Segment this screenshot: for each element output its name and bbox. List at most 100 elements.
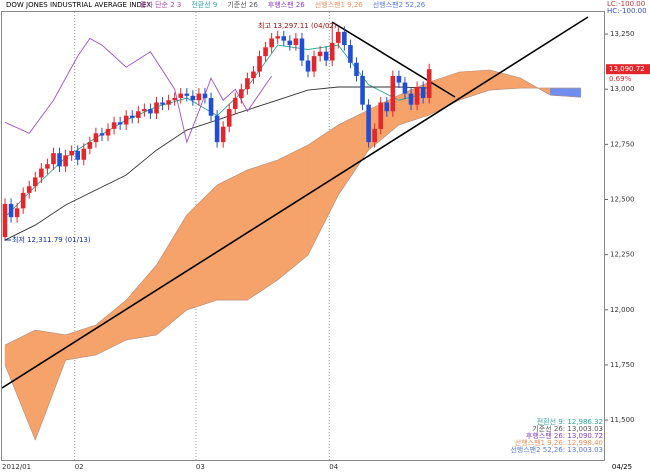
legend-entry: 종가 단순 2 3 bbox=[140, 0, 181, 9]
hc-label: HC:-100.00 bbox=[607, 7, 647, 15]
candle-body bbox=[263, 47, 268, 57]
legend-entry: 후행스팬 26 bbox=[268, 0, 305, 9]
candle-body bbox=[354, 62, 359, 76]
candle-body bbox=[257, 56, 262, 72]
lc-label: LC:-100.00 bbox=[607, 0, 645, 8]
candle-body bbox=[81, 148, 87, 160]
candle-body bbox=[99, 133, 105, 136]
candle-body bbox=[129, 115, 135, 118]
candle-body bbox=[190, 95, 196, 101]
candle-body bbox=[69, 150, 74, 156]
legend-entry: 전환선 9 bbox=[191, 0, 217, 9]
candle-body bbox=[226, 109, 232, 127]
last-price-box bbox=[606, 64, 650, 75]
y-tick-label: 13,000 bbox=[610, 85, 635, 93]
candle-body bbox=[172, 98, 177, 101]
value-legend: 기준선 26: 13,003.03 bbox=[532, 424, 603, 433]
current-date: 04/25 bbox=[612, 463, 632, 471]
cloud-edge bbox=[4, 69, 581, 346]
candle-body bbox=[390, 75, 396, 112]
y-tick-label: 12,000 bbox=[610, 306, 635, 314]
candle-body bbox=[2, 203, 8, 237]
cloud-edge bbox=[4, 87, 581, 441]
x-tick-label: 2012/01 bbox=[2, 463, 31, 471]
candle-body bbox=[245, 78, 250, 90]
candle-body bbox=[384, 102, 390, 112]
candle-body bbox=[348, 45, 353, 63]
x-tick-label: 03 bbox=[196, 463, 205, 471]
candle-body bbox=[184, 93, 190, 96]
candle-body bbox=[317, 51, 323, 57]
candle-body bbox=[75, 150, 81, 160]
last-price-label: 13,090.72 bbox=[609, 65, 645, 73]
candle-body bbox=[14, 208, 20, 218]
candle-body bbox=[154, 102, 159, 114]
candle-body bbox=[93, 133, 99, 143]
candle-body bbox=[57, 153, 62, 167]
candle-body bbox=[117, 122, 123, 125]
y-tick-label: 13,250 bbox=[610, 30, 635, 38]
candle-body bbox=[402, 82, 408, 94]
candle-body bbox=[251, 71, 256, 79]
value-legend: 후행스팬 26: 13,090.72 bbox=[526, 431, 603, 440]
y-tick-label: 11,750 bbox=[610, 361, 635, 369]
candle-body bbox=[136, 111, 141, 118]
y-tick-label: 12,500 bbox=[610, 195, 635, 203]
trend-line bbox=[331, 21, 456, 98]
candle-body bbox=[105, 128, 111, 136]
trendline-layer bbox=[1, 16, 589, 389]
candle-body bbox=[360, 75, 365, 105]
candle-body bbox=[269, 38, 274, 48]
cloud-layer bbox=[4, 69, 581, 441]
candle-body bbox=[232, 98, 238, 110]
candle-body bbox=[111, 122, 117, 129]
y-tick-label: 11,500 bbox=[610, 416, 635, 424]
value-legend: 선행스팬2 52,26: 13,003.03 bbox=[510, 445, 603, 454]
legend-entry: 기준선 26 bbox=[227, 0, 258, 9]
candle-body bbox=[208, 98, 214, 116]
candle-body bbox=[20, 192, 26, 209]
candle-body bbox=[51, 153, 56, 165]
candle-body bbox=[214, 115, 220, 143]
candle-body bbox=[63, 155, 68, 167]
candle-body bbox=[323, 51, 329, 61]
candle-body bbox=[196, 93, 202, 101]
plot-frame bbox=[1, 11, 605, 461]
candle-body bbox=[33, 177, 38, 187]
candle-body bbox=[305, 60, 311, 72]
candle-body bbox=[396, 75, 402, 83]
candles-layer bbox=[2, 23, 432, 241]
legend-entry: 선행스팬1 9,26 bbox=[315, 0, 364, 9]
change-label: 0.69% bbox=[609, 75, 632, 83]
y-tick-label: 12,750 bbox=[610, 140, 635, 148]
candle-body bbox=[372, 128, 377, 143]
chart-title: DOW JONES INDUSTRIAL AVERAGE INDEX bbox=[6, 1, 151, 9]
trend-line bbox=[1, 16, 589, 389]
candle-body bbox=[281, 36, 287, 41]
low-annotation: 최저 12,311.79 (01/13) bbox=[12, 235, 91, 244]
candle-body bbox=[426, 69, 432, 99]
value-legend: 전환선 9: 12,986.32 bbox=[537, 417, 603, 426]
candle-body bbox=[336, 31, 341, 43]
candle-body bbox=[420, 86, 426, 99]
candle-body bbox=[239, 89, 244, 99]
candle-body bbox=[148, 109, 153, 114]
candle-body bbox=[275, 36, 280, 39]
candle-body bbox=[342, 31, 347, 46]
candle-body bbox=[45, 164, 50, 169]
candle-body bbox=[220, 126, 226, 143]
candle-body bbox=[293, 38, 299, 46]
candle-body bbox=[39, 168, 44, 178]
candle-body bbox=[123, 115, 129, 125]
candle-body bbox=[87, 142, 93, 149]
candle-body bbox=[378, 102, 384, 129]
candle-body bbox=[299, 38, 305, 61]
high-annotation: 최고 13,297.11 (04/02) bbox=[258, 21, 337, 30]
candle-body bbox=[366, 104, 371, 143]
candle-body bbox=[8, 203, 14, 218]
candle-body bbox=[329, 42, 335, 61]
candle-body bbox=[178, 93, 184, 99]
candle-body bbox=[26, 186, 32, 193]
